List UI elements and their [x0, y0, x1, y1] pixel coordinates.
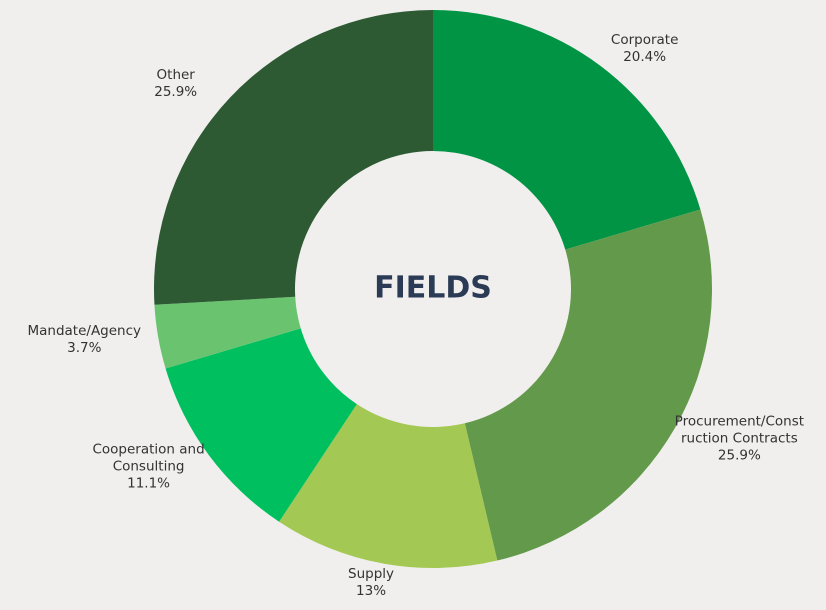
slice-label: Mandate/Agency 3.7% [19, 323, 149, 357]
category-label: Procurement/Construction Contracts [674, 413, 805, 447]
category-label: Supply [348, 566, 395, 583]
value-label: 20.4% [623, 49, 667, 66]
category-label: Cooperation and Consulting [92, 441, 205, 475]
slice [464, 209, 712, 561]
slice [154, 10, 433, 305]
slice [154, 296, 301, 369]
slice-label: Corporate 20.4% [580, 32, 710, 66]
slice-label: Procurement/Construction Contracts 25.9% [674, 413, 804, 464]
value-label: 25.9% [717, 447, 761, 464]
slice-label: Other 25.9% [111, 67, 241, 101]
chart-title: FIELDS [374, 271, 492, 306]
slice [165, 328, 357, 522]
value-label: 13% [356, 583, 387, 600]
value-label: 11.1% [127, 475, 171, 492]
value-label: 3.7% [67, 340, 102, 357]
slice [279, 404, 498, 569]
category-label: Corporate [610, 32, 679, 49]
category-label: Mandate/Agency [27, 323, 142, 340]
slice [433, 10, 701, 250]
slice-label: Cooperation and Consulting 11.1% [84, 442, 214, 493]
category-label: Other [156, 66, 195, 83]
slice-label: Supply 13% [306, 566, 436, 600]
value-label: 25.9% [154, 83, 198, 100]
